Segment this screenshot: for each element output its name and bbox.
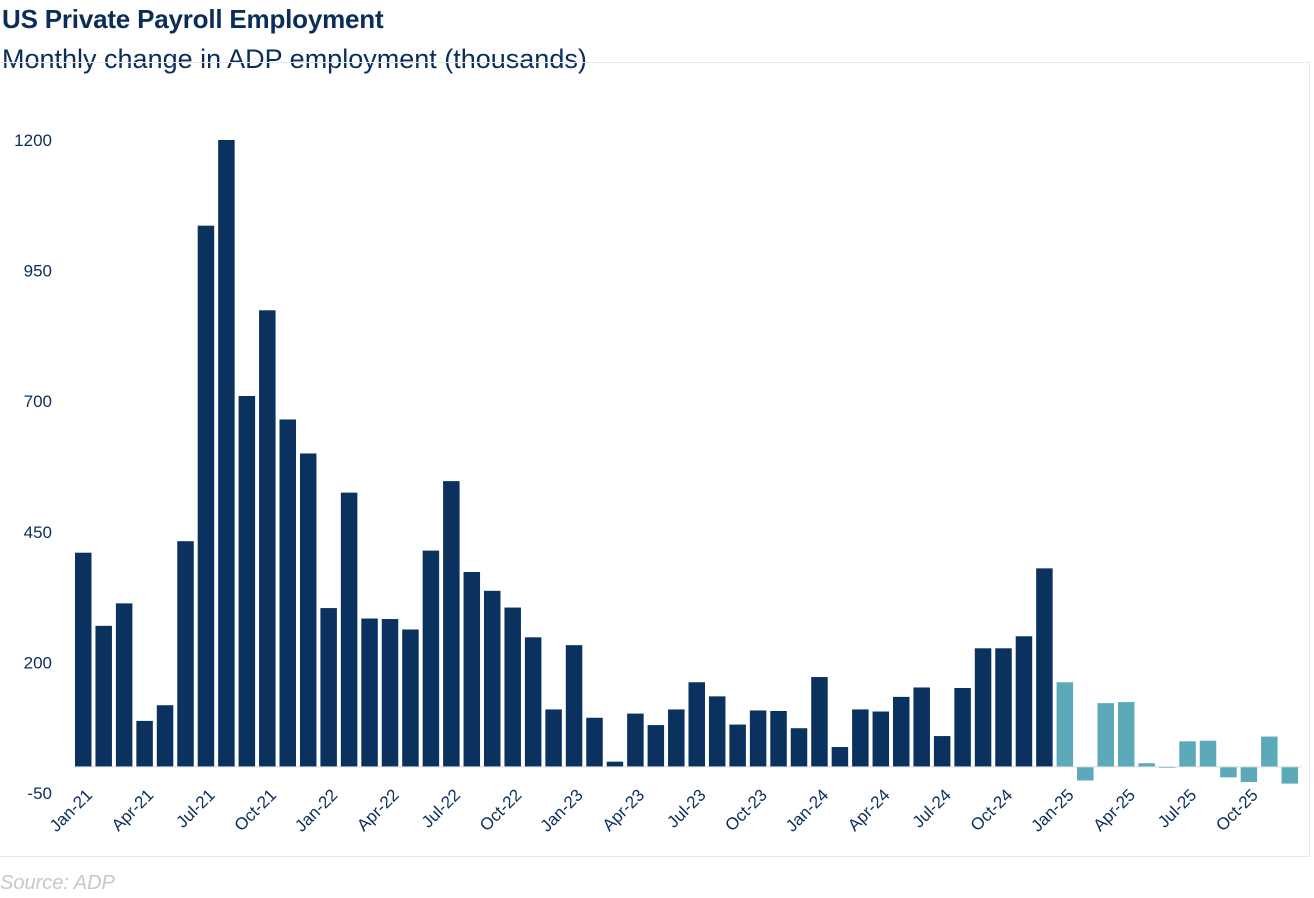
x-tick-label: Oct-23 [721, 785, 771, 835]
bar-Apr-25 [1117, 702, 1135, 767]
bar-Apr-21 [136, 720, 153, 767]
bar-Sep-22 [484, 590, 501, 767]
bar-Nov-25 [1261, 736, 1278, 767]
bar-Jan-21 [75, 552, 92, 767]
bar-Dec-21 [299, 453, 317, 767]
bar-Aug-24 [954, 688, 971, 767]
bar-Mar-24 [852, 709, 869, 767]
y-tick-label: -50 [27, 784, 52, 803]
bar-Jul-25 [1179, 741, 1196, 767]
bar-Oct-23 [749, 710, 767, 767]
bar-Aug-23 [708, 696, 726, 767]
x-tick-label: Apr-21 [108, 785, 158, 835]
x-tick-label: Jul-25 [1154, 785, 1200, 831]
bar-Mar-23 [606, 761, 624, 767]
bar-Sep-21 [238, 395, 256, 767]
bar-Jun-21 [177, 541, 194, 767]
bar-Nov-24 [1015, 636, 1033, 767]
x-tick-label: Jul-24 [909, 785, 955, 831]
x-tick-label: Oct-22 [476, 785, 526, 835]
bar-Dec-23 [790, 728, 808, 767]
bar-Oct-25 [1240, 766, 1258, 783]
x-tick-label: Oct-21 [231, 785, 281, 835]
x-tick-label: Jan-21 [46, 785, 96, 835]
x-tick-label: Jan-24 [782, 785, 832, 835]
bar-Mar-21 [115, 603, 133, 767]
y-tick-label: 1200 [14, 131, 52, 150]
bar-Jan-23 [565, 645, 583, 767]
bar-Nov-23 [770, 710, 787, 767]
bar-May-23 [647, 725, 665, 767]
bar-Jun-23 [668, 709, 685, 767]
y-tick-label: 700 [24, 392, 52, 411]
x-tick-label: Apr-25 [1090, 785, 1140, 835]
bar-Feb-24 [831, 747, 849, 767]
bar-Jul-22 [443, 481, 460, 767]
bar-Aug-21 [218, 140, 235, 767]
y-tick-label: 950 [24, 262, 52, 281]
bar-Sep-25 [1220, 766, 1237, 778]
bar-Oct-22 [504, 607, 521, 767]
bar-Feb-21 [95, 625, 112, 767]
bar-May-24 [893, 696, 910, 767]
bar-Dec-22 [545, 709, 562, 767]
bar-Aug-22 [463, 572, 481, 767]
bar-Dec-25 [1281, 766, 1299, 784]
y-tick-label: 450 [24, 523, 52, 542]
bar-May-25 [1138, 763, 1155, 767]
bar-Jan-22 [320, 608, 337, 767]
bar-May-21 [156, 705, 174, 767]
chart-subtitle: Monthly change in ADP employment (thousa… [2, 44, 587, 74]
x-tick-label: Apr-22 [353, 785, 403, 835]
x-tick-label: Oct-25 [1212, 785, 1262, 835]
bar-May-22 [402, 629, 419, 767]
bar-Mar-25 [1097, 703, 1114, 767]
x-tick-label: Jan-22 [291, 785, 341, 835]
x-tick-label: Apr-23 [599, 785, 649, 835]
bar-Feb-25 [1077, 766, 1094, 781]
bar-Apr-24 [872, 711, 890, 767]
bar-Apr-23 [627, 713, 644, 767]
x-tick-label: Jan-25 [1027, 785, 1077, 835]
x-tick-label: Jul-22 [418, 785, 464, 831]
x-tick-label: Oct-24 [967, 785, 1017, 835]
source-note: Source: ADP [0, 872, 115, 894]
bar-Apr-22 [381, 619, 399, 767]
bar-Mar-22 [361, 618, 378, 767]
bar-Jul-24 [933, 736, 951, 767]
bar-Sep-23 [729, 724, 746, 767]
y-tick-label: 200 [24, 653, 52, 672]
bar-Feb-22 [340, 492, 358, 767]
bar-Jan-24 [811, 677, 828, 767]
x-tick-label: Jul-23 [663, 785, 709, 831]
bar-Jul-21 [197, 225, 215, 767]
bar-Aug-25 [1199, 740, 1217, 767]
bar-Oct-21 [259, 310, 276, 767]
bar-Jul-23 [688, 682, 705, 767]
bar-Jun-24 [913, 687, 930, 767]
x-tick-label: Jul-21 [173, 785, 219, 831]
bar-Jan-25 [1056, 682, 1074, 767]
bar-Sep-24 [974, 648, 992, 767]
x-tick-label: Jan-23 [537, 785, 587, 835]
bar-Dec-24 [1036, 568, 1053, 767]
bar-Oct-24 [995, 648, 1012, 767]
x-tick-label: Apr-24 [844, 785, 894, 835]
chart-frame [0, 62, 1310, 857]
bar-Nov-21 [279, 419, 296, 767]
chart-title: US Private Payroll Employment [2, 4, 384, 34]
bar-Jun-22 [422, 550, 440, 767]
bar-Nov-22 [524, 637, 542, 767]
bar-Feb-23 [586, 717, 603, 767]
